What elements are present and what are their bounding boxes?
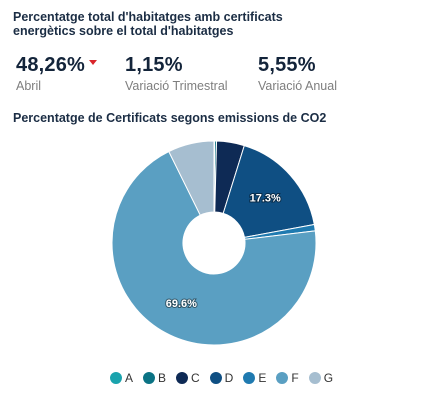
legend-label: C — [190, 371, 200, 385]
kpi-quarterly: 1,15% Variació Trimestral — [125, 54, 228, 93]
legend-label: G — [323, 371, 334, 385]
legend-swatch — [243, 372, 256, 384]
legend-label: F — [291, 371, 299, 385]
chart-title: Percentatge de Certificats segons emissi… — [13, 111, 327, 125]
legend-label: B — [157, 371, 166, 385]
legend-item-f[interactable]: F — [276, 371, 299, 385]
donut-chart: 17.3% 69.6% — [111, 140, 317, 346]
legend-label: E — [258, 371, 267, 385]
card-title: Percentatge total d'habitatges amb certi… — [13, 10, 283, 38]
legend-item-e[interactable]: E — [243, 371, 266, 385]
chart-legend: A B C D E F G — [0, 371, 437, 385]
legend-swatch — [175, 372, 188, 384]
legend-item-c[interactable]: C — [175, 371, 200, 385]
legend-swatch — [308, 372, 321, 384]
kpi-annual-label: Variació Anual — [258, 79, 337, 93]
legend-label: A — [124, 371, 133, 385]
legend-swatch — [142, 372, 155, 384]
trend-down-icon — [89, 60, 98, 65]
legend-swatch — [276, 372, 289, 384]
kpi-annual-value: 5,55% — [258, 54, 316, 76]
legend-item-a[interactable]: A — [109, 371, 133, 385]
data-label-f: 69.6% — [166, 298, 197, 310]
legend-item-g[interactable]: G — [308, 371, 334, 385]
donut-slice-d[interactable] — [222, 144, 315, 238]
donut-slice-f[interactable] — [111, 150, 317, 346]
legend-item-b[interactable]: B — [142, 371, 166, 385]
kpi-current: 48,26% Abril — [16, 54, 98, 93]
legend-item-d[interactable]: D — [209, 371, 234, 385]
kpi-quarterly-label: Variació Trimestral — [125, 79, 228, 93]
legend-label: D — [224, 371, 234, 385]
kpi-annual: 5,55% Variació Anual — [258, 54, 337, 93]
data-label-d: 17.3% — [250, 193, 281, 205]
legend-swatch — [109, 372, 122, 384]
legend-swatch — [209, 372, 222, 384]
donut-slice-g[interactable] — [168, 140, 215, 216]
kpi-quarterly-value: 1,15% — [125, 54, 183, 76]
kpi-current-label: Abril — [16, 79, 42, 93]
kpi-current-value: 48,26% — [16, 54, 86, 76]
